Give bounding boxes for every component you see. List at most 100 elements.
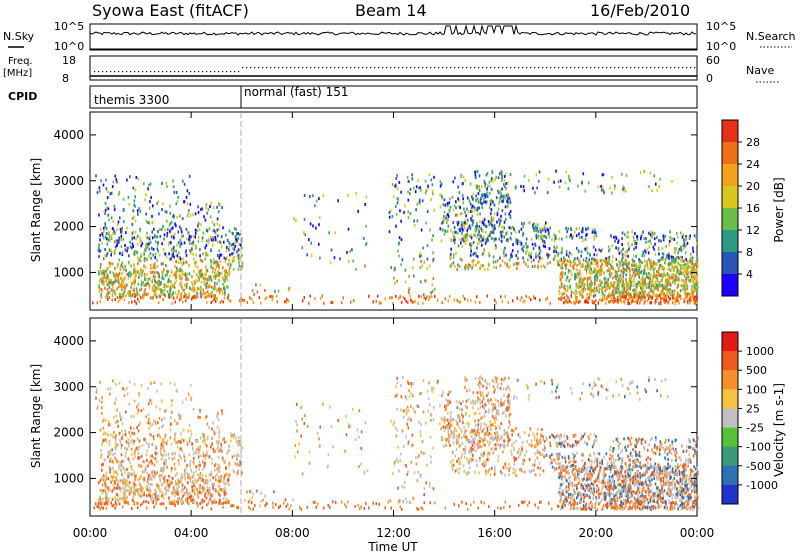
data-cell bbox=[224, 287, 226, 291]
data-cell bbox=[134, 230, 137, 234]
data-cell bbox=[504, 261, 506, 265]
data-cell bbox=[140, 283, 143, 287]
data-cell bbox=[144, 198, 146, 202]
data-cell bbox=[172, 185, 175, 189]
data-cell bbox=[133, 491, 135, 495]
data-cell bbox=[120, 230, 122, 234]
data-cell bbox=[683, 238, 685, 242]
data-cell bbox=[170, 415, 172, 419]
data-cell bbox=[205, 444, 208, 448]
data-cell bbox=[114, 496, 117, 500]
data-cell bbox=[661, 276, 664, 279]
data-cell bbox=[417, 179, 419, 182]
data-cell bbox=[158, 488, 161, 492]
data-cell bbox=[565, 266, 567, 270]
data-cell bbox=[608, 255, 611, 259]
data-cell bbox=[517, 261, 520, 265]
data-cell bbox=[162, 298, 164, 302]
data-cell bbox=[192, 213, 194, 217]
data-cell bbox=[605, 260, 607, 264]
data-cell bbox=[217, 210, 220, 214]
data-cell bbox=[193, 289, 195, 293]
data-cell bbox=[107, 489, 110, 493]
data-cell bbox=[241, 261, 244, 265]
data-cell bbox=[102, 277, 104, 281]
data-cell bbox=[475, 199, 477, 203]
data-cell bbox=[202, 485, 204, 489]
data-cell bbox=[676, 278, 679, 282]
data-cell bbox=[665, 254, 668, 258]
data-cell bbox=[165, 285, 168, 288]
data-cell bbox=[174, 291, 177, 295]
data-cell bbox=[673, 257, 676, 261]
data-cell bbox=[454, 176, 456, 180]
data-cell bbox=[586, 251, 589, 255]
data-cell bbox=[239, 462, 242, 466]
data-cell bbox=[560, 248, 563, 252]
nave-dot bbox=[434, 67, 436, 69]
data-cell bbox=[618, 251, 621, 255]
data-cell bbox=[181, 502, 183, 506]
data-cell bbox=[526, 249, 528, 253]
data-cell bbox=[464, 178, 467, 182]
data-cell bbox=[113, 250, 116, 253]
data-cell bbox=[662, 296, 664, 300]
data-cell bbox=[200, 268, 202, 272]
data-cell bbox=[158, 433, 160, 436]
data-cell bbox=[210, 201, 212, 205]
data-cell bbox=[619, 273, 622, 277]
data-cell bbox=[579, 261, 581, 265]
data-cell bbox=[673, 278, 675, 282]
data-cell bbox=[319, 256, 321, 260]
data-cell bbox=[189, 479, 191, 483]
data-cell bbox=[544, 245, 546, 249]
data-cell bbox=[215, 287, 217, 291]
colorbar-swatch bbox=[722, 164, 738, 187]
data-cell bbox=[104, 222, 106, 226]
data-cell bbox=[580, 254, 583, 258]
data-cell bbox=[188, 292, 191, 296]
data-cell bbox=[633, 292, 635, 296]
data-cell bbox=[213, 271, 216, 275]
data-cell bbox=[641, 283, 644, 287]
data-cell bbox=[309, 294, 311, 298]
data-cell bbox=[219, 253, 222, 257]
data-cell bbox=[118, 292, 121, 296]
data-cell bbox=[161, 483, 163, 487]
data-cell bbox=[172, 476, 174, 480]
data-cell bbox=[635, 269, 638, 273]
data-cell bbox=[596, 274, 599, 278]
data-cell bbox=[122, 465, 124, 469]
data-cell bbox=[569, 260, 571, 264]
data-cell bbox=[639, 259, 641, 263]
data-cell bbox=[669, 235, 671, 239]
data-cell bbox=[657, 259, 660, 263]
data-cell bbox=[101, 476, 103, 480]
data-cell bbox=[483, 218, 486, 222]
data-cell bbox=[196, 290, 198, 294]
data-cell bbox=[108, 450, 110, 454]
data-cell bbox=[396, 174, 398, 177]
data-cell bbox=[494, 298, 496, 302]
data-cell bbox=[240, 440, 242, 444]
data-cell bbox=[439, 205, 442, 209]
data-cell bbox=[216, 447, 219, 451]
data-cell bbox=[685, 235, 687, 239]
data-cell bbox=[527, 258, 529, 262]
data-cell bbox=[114, 279, 117, 283]
data-cell bbox=[177, 483, 180, 486]
data-cell bbox=[190, 251, 192, 255]
data-cell bbox=[531, 224, 534, 228]
data-cell bbox=[454, 230, 456, 234]
data-cell bbox=[219, 476, 221, 480]
data-cell bbox=[180, 261, 182, 265]
data-cell bbox=[486, 200, 488, 204]
data-cell bbox=[108, 230, 110, 234]
data-cell bbox=[639, 296, 642, 300]
data-cell bbox=[589, 266, 592, 270]
data-cell bbox=[558, 297, 560, 301]
data-cell bbox=[635, 292, 638, 296]
data-cell bbox=[570, 290, 573, 294]
data-cell bbox=[667, 276, 670, 280]
nave-dot bbox=[134, 71, 136, 73]
